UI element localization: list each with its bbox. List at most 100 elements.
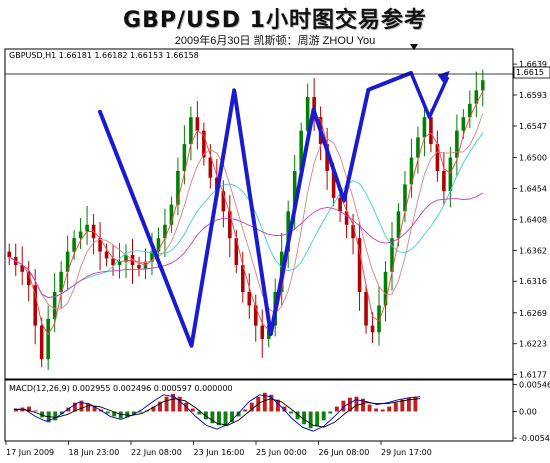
time-tick-label: 18 Jun 23:00 [69,448,120,457]
candle-body [176,170,180,205]
macd-histogram-bar [413,396,418,412]
macd-histogram-bar [308,411,313,429]
macd-histogram-bar [269,394,274,412]
candle-body [422,117,427,138]
macd-tick-label: 0.00 [519,407,537,416]
macd-histogram-bar [354,396,359,412]
wave-forecast-line [409,72,450,119]
candle-body [182,144,187,171]
macd-histogram-bar [190,408,195,412]
macd-histogram-bar [400,399,405,412]
candle-body [33,285,37,326]
macd-tick-label: -0.0054 [519,434,550,443]
candle-body [442,170,446,192]
price-axis: 1.6639 1.6593 1.6547 1.6500 1.6454 1.6408 1.63… [513,60,547,380]
macd-histogram-bar [59,411,64,414]
price-tick-label: 1.6223 [519,340,547,349]
price-tick-label: 1.6269 [519,309,547,318]
macd-histogram-bar [302,411,307,425]
macd-histogram-bar [151,406,156,412]
candle-body [59,271,63,292]
price-tick-label: 1.6547 [519,122,547,131]
candle-body [150,251,154,262]
ma-fast-line [8,91,484,336]
candle-body [189,117,193,145]
macd-histogram-bar [171,393,176,412]
candle-body [104,251,109,259]
time-tick-label: 17 Jun 2009 [6,448,54,457]
candle-body [312,97,316,118]
macd-histogram-bar [164,396,169,412]
candle-body [52,291,57,319]
ma-mid-line [8,113,484,314]
candle-body [383,271,388,306]
candle-body [7,251,12,258]
candle-body [468,103,472,118]
price-tick-label: 1.6316 [519,277,547,286]
candle-body [195,117,200,131]
macd-histogram-bar [210,411,215,424]
macd-signal-line [14,398,421,428]
candle-body [169,204,174,225]
time-tick-label: 29 Jun 17:00 [381,448,432,457]
macd-histogram-bar [289,411,293,414]
time-tick-label: 25 Jun 00:00 [256,448,307,457]
ma-long-line [8,192,484,298]
candle-body [137,265,141,269]
macd-histogram-bar [72,402,77,412]
candle-body [299,130,303,171]
macd-histogram-bar [27,406,32,412]
macd-histogram-bar [40,411,45,418]
macd-histogram-bar [92,406,97,412]
candle-body [72,238,76,252]
macd-histogram-bar [158,401,162,412]
candle-body [344,211,349,225]
macd-histogram-bar [334,406,339,412]
macd-histogram-bar [230,411,235,423]
candle-body [370,325,375,333]
candle-body [390,238,394,272]
candle-body [448,157,453,192]
candle-body [253,305,258,326]
price-tick-label: 1.6639 [519,60,547,69]
macd-histogram-bar [236,411,241,417]
chart-title: GBP/USD 1小时图交易参考 [123,8,427,33]
candle-body [292,170,297,212]
macd-histogram-bar [118,411,123,419]
time-tick-label: 26 Jun 08:00 [319,448,370,457]
wave-pattern-line [98,70,414,348]
candle-body [98,238,102,252]
macd-histogram-bar [282,406,287,412]
candle-body [130,255,135,266]
macd-histogram-bar [125,411,130,418]
macd-histogram-bar [393,402,398,412]
candle-body [461,117,466,131]
candle-body [78,231,83,239]
candle-body [260,325,265,340]
price-tag-box [513,66,550,79]
candle-body [286,211,290,252]
macd-histogram-bar [197,411,202,415]
candle-body [156,238,161,252]
price-plot [7,44,485,370]
candle-body [39,325,44,360]
candle-body [331,170,336,198]
candle-body [481,80,485,91]
candle-body [455,130,459,158]
time-tick-label: 22 Jun 08:00 [131,448,182,457]
ma-slow-line [8,132,484,298]
candle-body [416,137,420,158]
candle-body [409,157,414,185]
macd-histogram-bar [203,411,208,420]
candle-body [228,211,232,239]
macd-histogram-bar [86,403,90,412]
price-tick-label: 1.6177 [519,371,547,380]
current-bar-marker [410,44,418,50]
macd-histogram-bar [53,411,58,421]
candle-body [429,117,433,145]
candle-body [234,238,239,266]
macd-histogram-bar [262,392,267,412]
candle-body [377,305,381,333]
candle-body [357,238,362,292]
